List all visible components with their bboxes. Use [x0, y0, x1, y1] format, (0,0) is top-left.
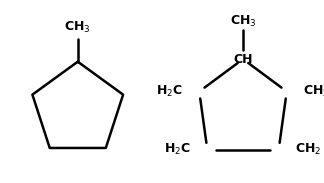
- Text: H$_2$C: H$_2$C: [164, 142, 191, 157]
- Text: CH$_3$: CH$_3$: [230, 14, 256, 29]
- Text: CH: CH: [233, 53, 253, 66]
- Text: CH$_2$: CH$_2$: [295, 142, 321, 157]
- Text: H$_2$C: H$_2$C: [156, 84, 183, 99]
- Text: CH$_3$: CH$_3$: [64, 20, 91, 35]
- Text: CH$_2$: CH$_2$: [303, 84, 324, 99]
